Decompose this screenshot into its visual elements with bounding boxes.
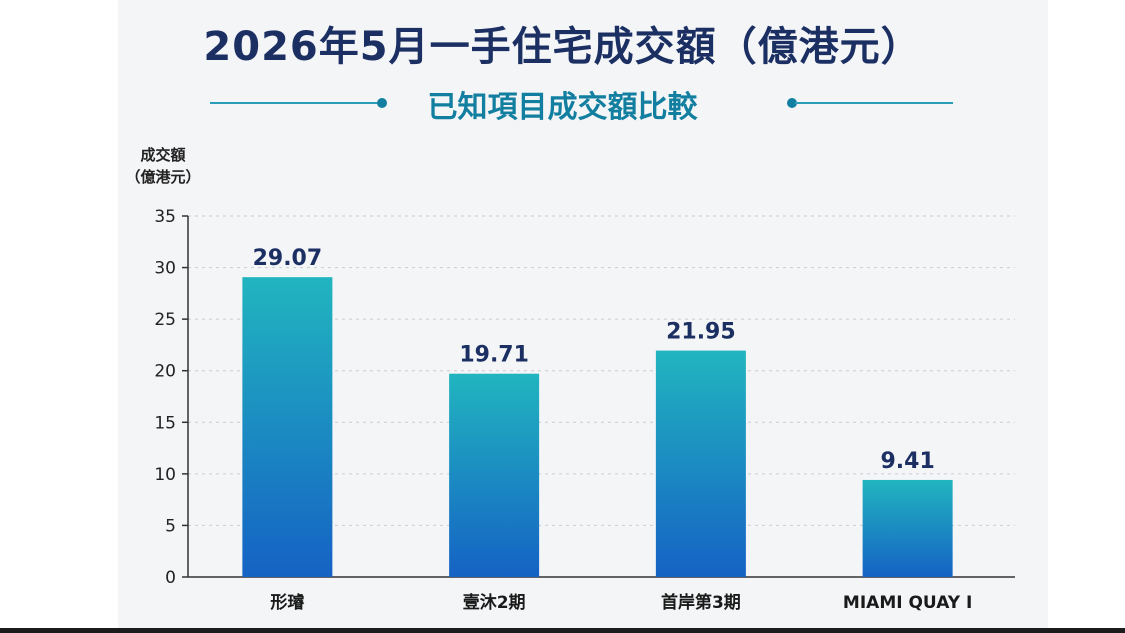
y-tick-label: 35 [154, 207, 176, 227]
bottom-rule [0, 628, 1125, 633]
bar-value-label: 9.41 [880, 449, 934, 474]
y-tick-label: 5 [165, 516, 176, 536]
y-axis-label-line2: （億港元） [125, 168, 201, 186]
bar-value-label: 21.95 [666, 320, 736, 345]
y-axis-label-line1: 成交額 [140, 146, 186, 164]
subtitle-left-dot [377, 98, 387, 108]
y-tick-label: 15 [154, 413, 176, 433]
x-category-label: 首岸第3期 [661, 592, 741, 613]
subtitle-row: 已知項目成交額比較 [0, 80, 1125, 125]
x-category-label: MIAMI QUAY I [843, 593, 972, 613]
chart-title: 2026年5月一手住宅成交額（億港元） [203, 24, 922, 70]
bar-value-label: 29.07 [253, 246, 323, 271]
y-tick-label: 30 [154, 259, 176, 279]
chart-subtitle: 已知項目成交額比較 [427, 90, 698, 125]
y-axis-label: 成交額 （億港元） [118, 144, 208, 188]
y-tick-label: 10 [154, 465, 176, 485]
bar [862, 479, 953, 577]
x-category-label: 形璿 [270, 592, 305, 613]
y-tick-label: 25 [154, 310, 176, 330]
bar [449, 373, 540, 577]
bar [242, 277, 333, 577]
x-category-label: 壹沐2期 [463, 592, 526, 613]
subtitle-right-dot [787, 98, 797, 108]
bar-value-label: 19.71 [459, 343, 529, 368]
subtitle-right-line [795, 102, 953, 104]
y-tick-label: 0 [165, 568, 176, 588]
subtitle-left-line [210, 102, 380, 104]
y-tick-label: 20 [154, 362, 176, 382]
bar [655, 350, 746, 577]
